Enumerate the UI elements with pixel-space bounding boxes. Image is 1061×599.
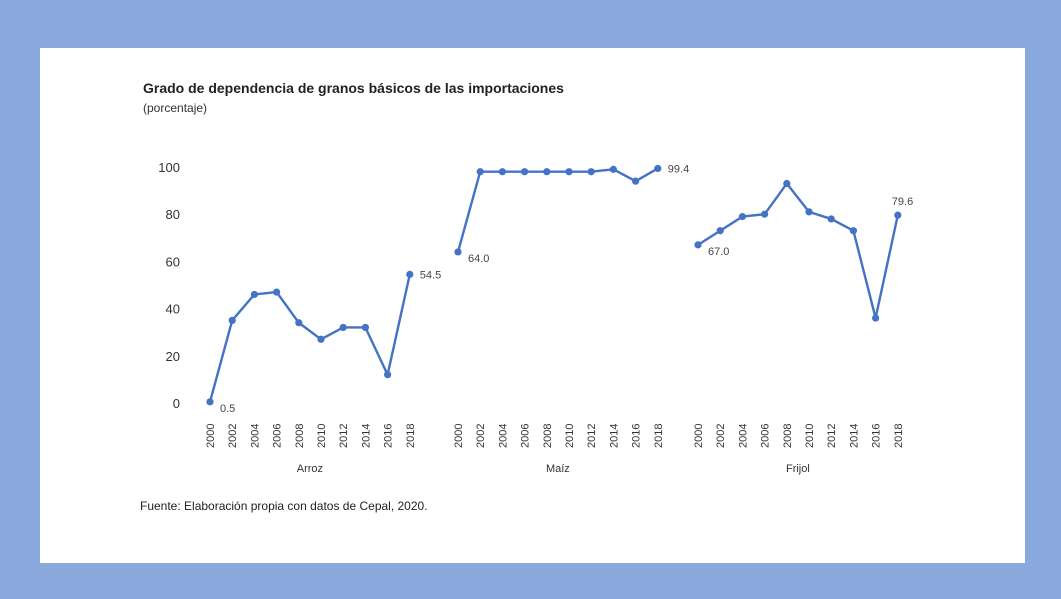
- x-tick-label: 2016: [383, 424, 395, 448]
- data-point: [849, 227, 858, 235]
- series-arroz: 2000 2002 2004 2006 2008 2010 2012 2014 2016 2018…: [205, 269, 441, 475]
- data-point: [654, 164, 662, 173]
- data-point: [273, 288, 281, 296]
- x-tick-label: 2000: [453, 424, 465, 448]
- data-point: [783, 179, 791, 188]
- x-tick-label: 2010: [804, 424, 816, 448]
- data-label: 64.0: [468, 253, 489, 265]
- x-tick-label: 2004: [249, 424, 261, 448]
- data-point: [250, 290, 258, 299]
- data-point: [894, 211, 902, 219]
- data-point: [361, 323, 369, 332]
- x-tick-label: 2012: [826, 424, 838, 448]
- data-point: [827, 215, 835, 223]
- data-point: [565, 168, 573, 176]
- series-line: [697, 182, 899, 320]
- data-point: [206, 398, 214, 406]
- data-label: 99.4: [668, 163, 689, 175]
- x-tick-label: 2006: [520, 424, 532, 448]
- data-point: [406, 270, 414, 278]
- x-tick-label: 2012: [586, 424, 598, 448]
- x-tick-label: 2016: [871, 424, 883, 448]
- x-tick-label: 2018: [893, 424, 905, 448]
- data-point: [609, 165, 618, 173]
- x-tick-label: 2004: [497, 424, 509, 448]
- x-tick-label: 2000: [693, 424, 705, 448]
- series-line: [208, 274, 411, 403]
- data-point: [716, 227, 724, 235]
- group-label: Frijol: [786, 463, 810, 475]
- data-label: 0.5: [220, 403, 235, 415]
- data-point: [543, 168, 551, 176]
- series-groups: 2000 2002 2004 2006 2008 2010 2012 2014 2016 2018…: [205, 163, 913, 475]
- data-point: [498, 168, 506, 176]
- x-tick-label: 2002: [715, 424, 727, 448]
- data-point: [694, 241, 702, 249]
- data-point: [872, 314, 880, 322]
- chart-title: Grado de dependencia de granos básicos d…: [143, 80, 564, 96]
- x-tick-label: 2014: [848, 424, 860, 448]
- data-point: [587, 168, 595, 176]
- series-maiz: 2000 2002 2004 2006 2008 2010 2012 2014 2016 2018…: [453, 163, 689, 475]
- data-point: [632, 177, 640, 185]
- source-note: Fuente: Elaboración propia con datos de …: [140, 499, 428, 513]
- x-tick-label: 2008: [782, 424, 794, 448]
- y-axis: 0 20 40 60 80 100: [158, 160, 180, 411]
- x-tick-label: 2016: [631, 424, 643, 448]
- x-tick-label: 2002: [227, 424, 239, 448]
- x-tick-label: 2010: [564, 424, 576, 448]
- data-point: [761, 210, 769, 218]
- y-tick-label: 80: [166, 207, 180, 222]
- x-tick-label: 2014: [608, 424, 620, 448]
- data-point: [317, 335, 325, 343]
- data-point: [738, 212, 747, 221]
- data-point: [339, 323, 347, 332]
- x-tick-label: 2018: [405, 424, 417, 448]
- data-point: [295, 319, 303, 327]
- y-tick-label: 20: [166, 349, 180, 364]
- chart-card: Grado de dependencia de granos básicos d…: [40, 48, 1025, 563]
- chart-subtitle: (porcentaje): [143, 101, 207, 115]
- data-point: [384, 371, 392, 379]
- x-tick-label: 2018: [653, 424, 665, 448]
- data-point: [476, 168, 484, 176]
- data-point: [228, 316, 236, 324]
- data-point: [521, 168, 529, 176]
- y-tick-label: 0: [173, 396, 180, 411]
- series-line: [456, 167, 659, 253]
- series-frijol: 2000 2002 2004 2006 2008 2010 2012 2014 2016 2018…: [693, 179, 913, 475]
- x-tick-label: 2012: [338, 424, 350, 448]
- data-label: 54.5: [420, 269, 441, 281]
- x-tick-label: 2004: [737, 424, 749, 448]
- x-tick-label: 2006: [760, 424, 772, 448]
- y-tick-label: 60: [166, 254, 180, 269]
- x-tick-label: 2006: [272, 424, 284, 448]
- y-tick-label: 40: [166, 302, 180, 317]
- chart: Grado de dependencia de granos básicos d…: [140, 80, 913, 513]
- x-tick-label: 2008: [294, 424, 306, 448]
- y-tick-label: 100: [158, 160, 180, 175]
- x-tick-label: 2002: [475, 424, 487, 448]
- x-tick-label: 2008: [542, 424, 554, 448]
- data-point: [805, 208, 813, 216]
- data-label: 67.0: [708, 246, 729, 258]
- group-label: Arroz: [297, 463, 323, 475]
- x-tick-label: 2014: [360, 424, 372, 448]
- group-label: Maíz: [546, 463, 570, 475]
- x-tick-label: 2010: [316, 424, 328, 448]
- x-tick-label: 2000: [205, 424, 217, 448]
- data-point: [454, 248, 462, 256]
- data-label: 79.6: [892, 196, 913, 208]
